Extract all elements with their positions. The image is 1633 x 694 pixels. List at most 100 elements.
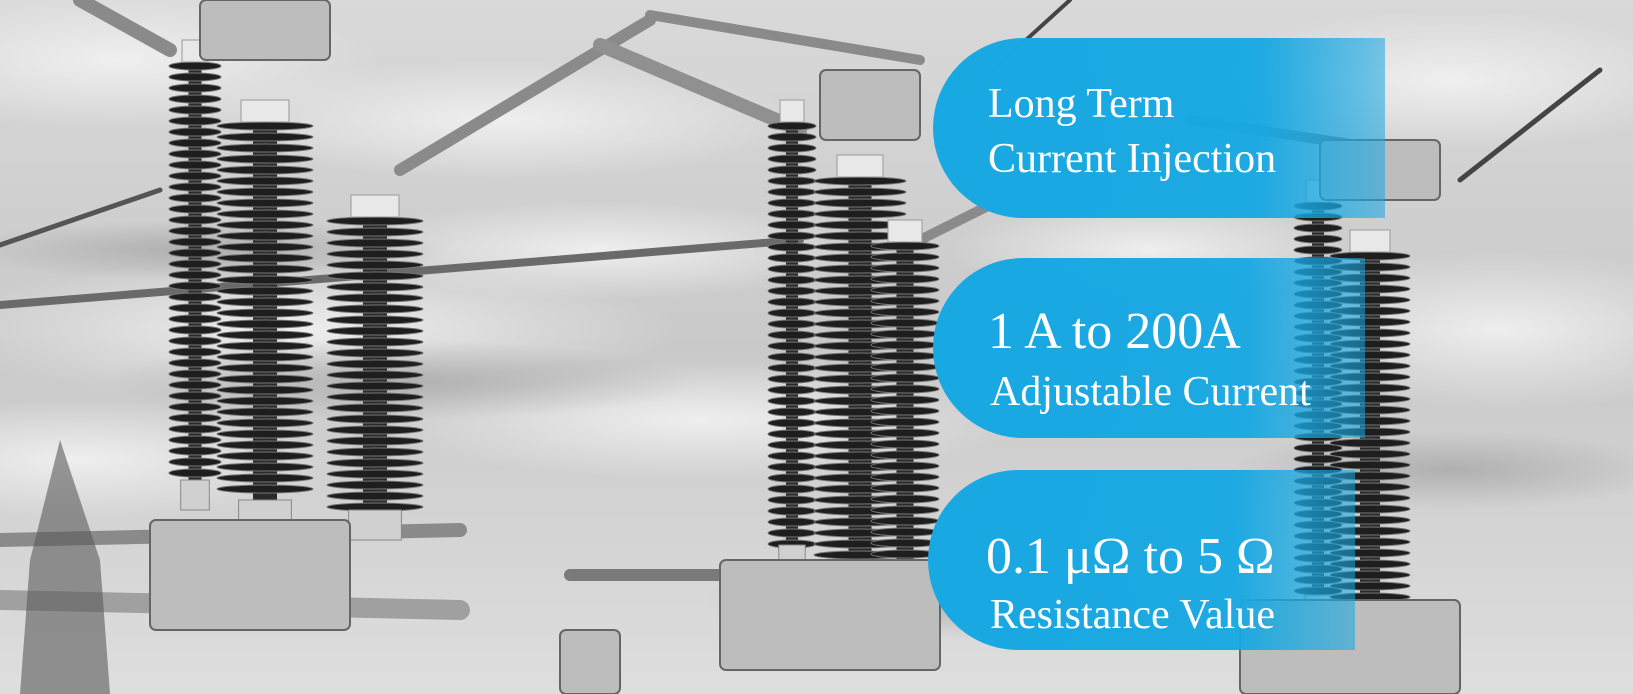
insulator-disc [768, 122, 816, 130]
insulator-disc [169, 304, 221, 312]
insulator-disc [217, 309, 313, 317]
insulator-disc [871, 396, 939, 404]
insulator-disc [768, 144, 816, 152]
insulator-disc [217, 188, 313, 196]
insulator-disc [768, 529, 816, 537]
insulator-disc [768, 166, 816, 174]
insulator-disc [217, 386, 313, 394]
insulator-disc [768, 133, 816, 141]
insulator-disc [169, 183, 221, 191]
insulator-disc [768, 342, 816, 350]
insulator-disc [217, 375, 313, 383]
insulator-disc [768, 177, 816, 185]
insulator-disc [871, 473, 939, 481]
insulator-disc [217, 155, 313, 163]
insulator-disc [169, 106, 221, 114]
insulator-disc [1294, 224, 1342, 232]
insulator-disc [768, 221, 816, 229]
callout-line: Adjustable Current [990, 369, 1311, 415]
insulator-disc [768, 364, 816, 372]
insulator-disc [327, 437, 423, 445]
insulator-disc [217, 463, 313, 471]
insulator-disc [169, 216, 221, 224]
insulator-cap [888, 220, 922, 242]
insulator-disc [217, 122, 313, 130]
insulator-disc [871, 275, 939, 283]
insulator-disc [871, 429, 939, 437]
insulator-disc [1330, 461, 1410, 469]
insulator-disc [169, 403, 221, 411]
insulator-disc [217, 452, 313, 460]
insulator-disc [217, 265, 313, 273]
insulator-disc [871, 528, 939, 536]
insulator-disc [768, 518, 816, 526]
insulator-disc [169, 73, 221, 81]
insulator-disc [768, 386, 816, 394]
insulator-disc [768, 309, 816, 317]
insulator-disc [768, 155, 816, 163]
insulator-disc [217, 430, 313, 438]
insulator-disc [768, 419, 816, 427]
insulator-disc [327, 470, 423, 478]
insulator-disc [217, 408, 313, 416]
insulator-disc [871, 297, 939, 305]
insulator-disc [871, 539, 939, 547]
insulator-disc [871, 308, 939, 316]
callout-line: Resistance Value [990, 592, 1275, 638]
insulator-disc [768, 210, 816, 218]
insulator-disc [814, 188, 906, 196]
insulator-cap [780, 100, 804, 122]
insulator-disc [327, 393, 423, 401]
callout-line: 0.1 μΩ to 5 Ω [986, 528, 1275, 585]
insulator-disc [169, 227, 221, 235]
insulator-disc [768, 452, 816, 460]
insulator-disc [217, 144, 313, 152]
insulator-cap [1350, 230, 1390, 252]
insulator-disc [217, 331, 313, 339]
insulator-disc [169, 194, 221, 202]
insulator-disc [1294, 246, 1342, 254]
insulator-disc [169, 95, 221, 103]
insulator-disc [169, 150, 221, 158]
insulator-disc [871, 242, 939, 250]
insulator-disc [169, 117, 221, 125]
insulator-disc [169, 447, 221, 455]
page: Long Term Current Injection 1 A to 200A … [0, 0, 1633, 694]
insulator-disc [327, 283, 423, 291]
insulator-disc [327, 316, 423, 324]
insulator-disc [871, 418, 939, 426]
insulator-disc [217, 243, 313, 251]
insulator-disc [217, 342, 313, 350]
insulator-disc [814, 199, 906, 207]
insulator-disc [871, 286, 939, 294]
insulator-disc [169, 238, 221, 246]
insulator-disc [768, 243, 816, 251]
insulator-disc [871, 264, 939, 272]
insulator-disc [768, 265, 816, 273]
insulator-disc [169, 436, 221, 444]
insulator-disc [1330, 450, 1410, 458]
insulator-disc [217, 397, 313, 405]
insulator-cap [837, 155, 883, 177]
insulator-disc [217, 232, 313, 240]
insulator-disc [768, 320, 816, 328]
insulator-disc [169, 271, 221, 279]
insulator-disc [768, 397, 816, 405]
insulator-disc [169, 392, 221, 400]
equipment [820, 70, 920, 140]
insulator-disc [169, 425, 221, 433]
insulator-disc [871, 385, 939, 393]
insulator-disc [217, 298, 313, 306]
equipment [200, 0, 330, 60]
insulator-disc [327, 327, 423, 335]
insulator-disc [217, 441, 313, 449]
equipment [720, 560, 940, 670]
insulator-disc [169, 458, 221, 466]
insulator-disc [768, 254, 816, 262]
insulator-cap [241, 100, 289, 122]
insulator-disc [169, 315, 221, 323]
insulator-disc [871, 517, 939, 525]
insulator-disc [768, 331, 816, 339]
insulator-disc [327, 272, 423, 280]
insulator-disc [327, 360, 423, 368]
